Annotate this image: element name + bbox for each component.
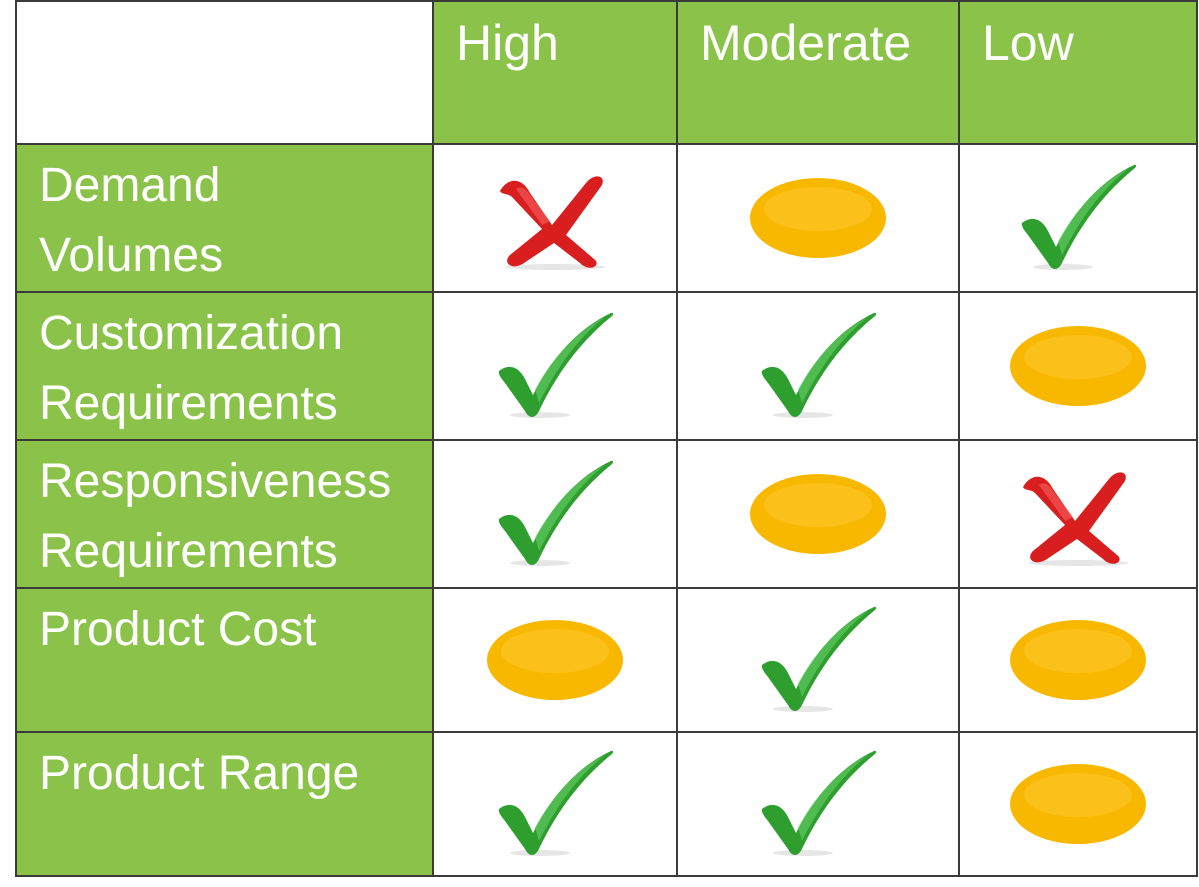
check-icon <box>761 312 877 418</box>
row-label-line1: Product Cost <box>39 603 317 656</box>
mark-cell <box>432 143 678 293</box>
check-icon <box>498 312 614 418</box>
row-label: Product Cost <box>15 587 434 733</box>
cross-icon <box>1023 472 1128 566</box>
oval-icon <box>750 178 886 258</box>
table-row: Product Cost <box>15 587 1198 733</box>
row-label-line2: Volumes <box>39 229 224 282</box>
mark-cell <box>958 731 1198 877</box>
mark-cell <box>676 143 960 293</box>
column-header-moderate: Moderate <box>676 0 960 145</box>
table-row: Demand Volumes <box>15 143 1198 293</box>
oval-icon <box>1010 326 1146 406</box>
cross-icon <box>500 176 605 270</box>
mark-cell <box>676 587 960 733</box>
row-label: Responsiveness Requirements <box>15 439 434 589</box>
row-label: Demand Volumes <box>15 143 434 293</box>
row-label-line2: Requirements <box>39 377 338 430</box>
mark-cell <box>676 291 960 441</box>
row-label-line1: Responsiveness <box>39 455 392 508</box>
check-icon <box>761 606 877 712</box>
mark-cell <box>432 587 678 733</box>
oval-icon <box>750 474 886 554</box>
check-icon <box>1021 164 1137 270</box>
comparison-table: High Moderate Low Demand Volumes Customiz… <box>15 0 1198 877</box>
mark-cell <box>432 291 678 441</box>
mark-cell <box>432 731 678 877</box>
column-header-high: High <box>432 0 678 145</box>
check-icon <box>498 750 614 856</box>
mark-cell <box>676 439 960 589</box>
check-icon <box>498 460 614 566</box>
table-row: Customization Requirements <box>15 291 1198 441</box>
mark-cell <box>958 587 1198 733</box>
row-label-line1: Demand <box>39 159 221 212</box>
corner-cell <box>15 0 434 145</box>
mark-cell <box>958 291 1198 441</box>
oval-icon <box>1010 620 1146 700</box>
check-icon <box>761 750 877 856</box>
column-header-low: Low <box>958 0 1198 145</box>
table-row: Responsiveness Requirements <box>15 439 1198 589</box>
mark-cell <box>676 731 960 877</box>
row-label-line1: Customization <box>39 307 344 360</box>
oval-icon <box>1010 764 1146 844</box>
mark-cell <box>958 143 1198 293</box>
mark-cell <box>958 439 1198 589</box>
header-row: High Moderate Low <box>15 0 1198 145</box>
oval-icon <box>487 620 623 700</box>
row-label: Product Range <box>15 731 434 877</box>
row-label: Customization Requirements <box>15 291 434 441</box>
row-label-line1: Product Range <box>39 747 360 800</box>
table-row: Product Range <box>15 731 1198 877</box>
row-label-line2: Requirements <box>39 525 338 578</box>
mark-cell <box>432 439 678 589</box>
